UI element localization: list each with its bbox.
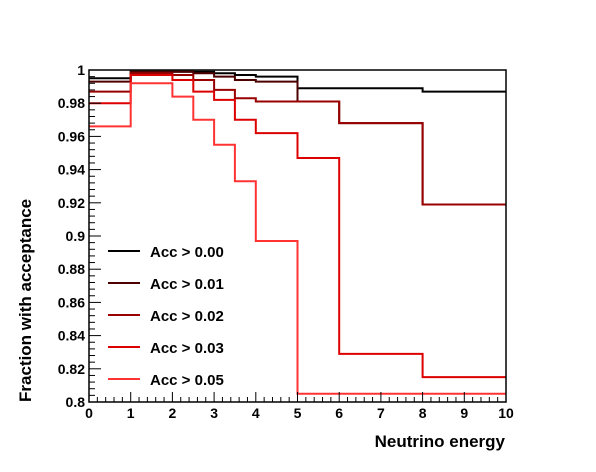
x-tick-label-4: 4 xyxy=(252,405,260,421)
x-tick-label-2: 2 xyxy=(169,405,177,421)
y-tick-label-7: 0.94 xyxy=(58,162,85,178)
series-line-2 xyxy=(89,72,506,206)
x-tick-label-9: 9 xyxy=(460,405,468,421)
series-line-3 xyxy=(89,74,506,379)
y-axis-title: Fraction with acceptance xyxy=(16,199,35,402)
x-tick-label-6: 6 xyxy=(335,405,343,421)
legend-label-4: Acc > 0.05 xyxy=(150,372,224,389)
y-tick-label-2: 0.84 xyxy=(58,328,85,344)
legend-label-0: Acc > 0.00 xyxy=(150,244,224,261)
legend-label-2: Acc > 0.02 xyxy=(150,308,224,325)
y-tick-label-0: 0.8 xyxy=(66,394,86,410)
y-tick-label-5: 0.9 xyxy=(66,228,86,244)
y-tick-label-10: 1 xyxy=(77,62,85,78)
legend-label-1: Acc > 0.01 xyxy=(150,276,224,293)
legend-label-3: Acc > 0.03 xyxy=(150,340,224,357)
y-tick-label-3: 0.86 xyxy=(58,294,85,310)
y-tick-label-6: 0.92 xyxy=(58,195,85,211)
x-tick-label-7: 7 xyxy=(377,405,385,421)
y-tick-label-1: 0.82 xyxy=(58,361,85,377)
y-tick-label-8: 0.96 xyxy=(58,128,85,144)
y-tick-label-4: 0.88 xyxy=(58,261,85,277)
legend: Acc > 0.00 Acc > 0.01 Acc > 0.02 Acc > 0.03… xyxy=(108,244,224,389)
x-tick-label-0: 0 xyxy=(85,405,93,421)
x-tick-label-8: 8 xyxy=(419,405,427,421)
y-tick-label-9: 0.98 xyxy=(58,95,85,111)
x-tick-label-1: 1 xyxy=(127,405,135,421)
x-tick-label-3: 3 xyxy=(210,405,218,421)
x-tick-label-5: 5 xyxy=(294,405,302,421)
x-axis-title: Neutrino energy xyxy=(375,432,506,451)
axis-layer: 0 1 2 3 4 5 6 7 8 9 10 0.8 0.82 0.84 0.86 0.88 0.9 0.92 0.… xyxy=(58,62,514,421)
x-tick-label-10: 10 xyxy=(498,405,514,421)
